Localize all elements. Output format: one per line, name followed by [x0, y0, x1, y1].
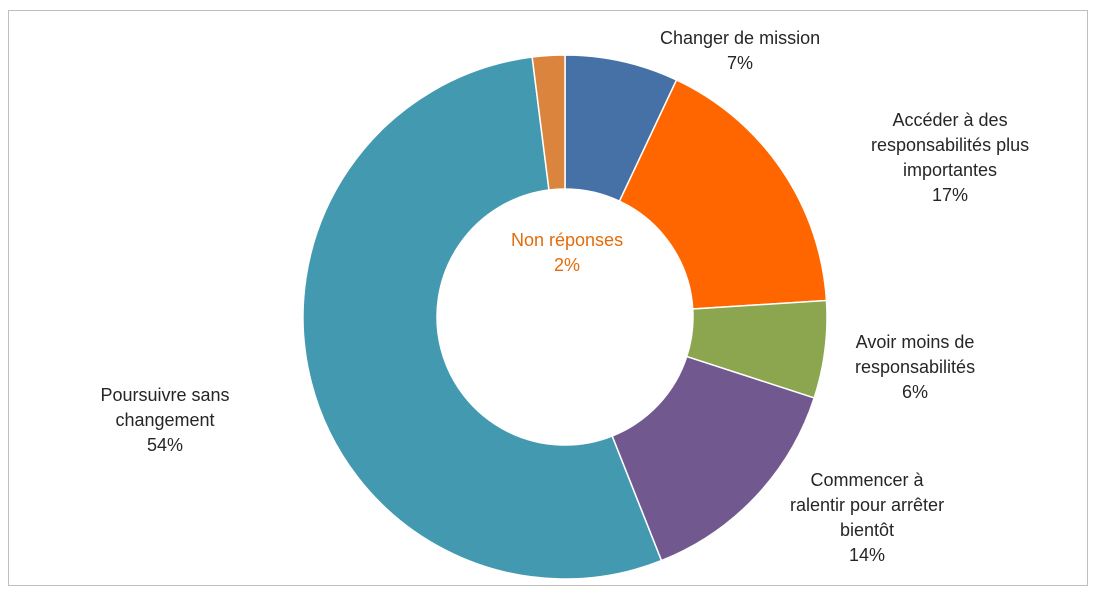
slice-label-3: Commencer à ralentir pour arrêter bientôt 1…	[790, 468, 944, 568]
slice-value-label: 7%	[727, 53, 754, 73]
slice-label-1: Accéder à des responsabilités plus importa…	[871, 108, 1029, 208]
slice-3	[611, 355, 816, 562]
slice-value-label: 2%	[554, 255, 581, 275]
slice-label-text: bientôt	[840, 520, 895, 540]
slice-label-4: Poursuivre sans changement 54%	[101, 383, 230, 458]
slice-5	[531, 54, 566, 191]
slice-label-2: Avoir moins de responsabilités 6%	[855, 330, 975, 405]
slice-label-0: Changer de mission 7%	[660, 26, 820, 76]
slice-label-text: ralentir pour arrêter	[790, 495, 945, 515]
slice-label-text: Changer de mission	[660, 28, 821, 48]
slice-label-text: responsabilités plus	[871, 135, 1030, 155]
slice-label-text: Poursuivre sans	[100, 385, 230, 405]
slice-1	[618, 78, 828, 310]
slice-label-text: Commencer à	[810, 470, 924, 490]
slice-label-text: changement	[115, 410, 215, 430]
slice-label-text: Non réponses	[511, 230, 624, 250]
slice-label-text: Accéder à des	[892, 110, 1008, 130]
slice-value-label: 6%	[902, 382, 929, 402]
slice-label-text: Avoir moins de	[855, 332, 975, 352]
slice-value-label: 54%	[147, 435, 184, 455]
slice-4	[302, 56, 663, 580]
slice-label-text: responsabilités	[855, 357, 976, 377]
slice-value-label: 17%	[932, 185, 969, 205]
chart-area	[8, 10, 1088, 586]
slice-label-5: Non réponses 2%	[511, 228, 623, 278]
slice-value-label: 14%	[849, 545, 886, 565]
slice-label-text: importantes	[903, 160, 998, 180]
